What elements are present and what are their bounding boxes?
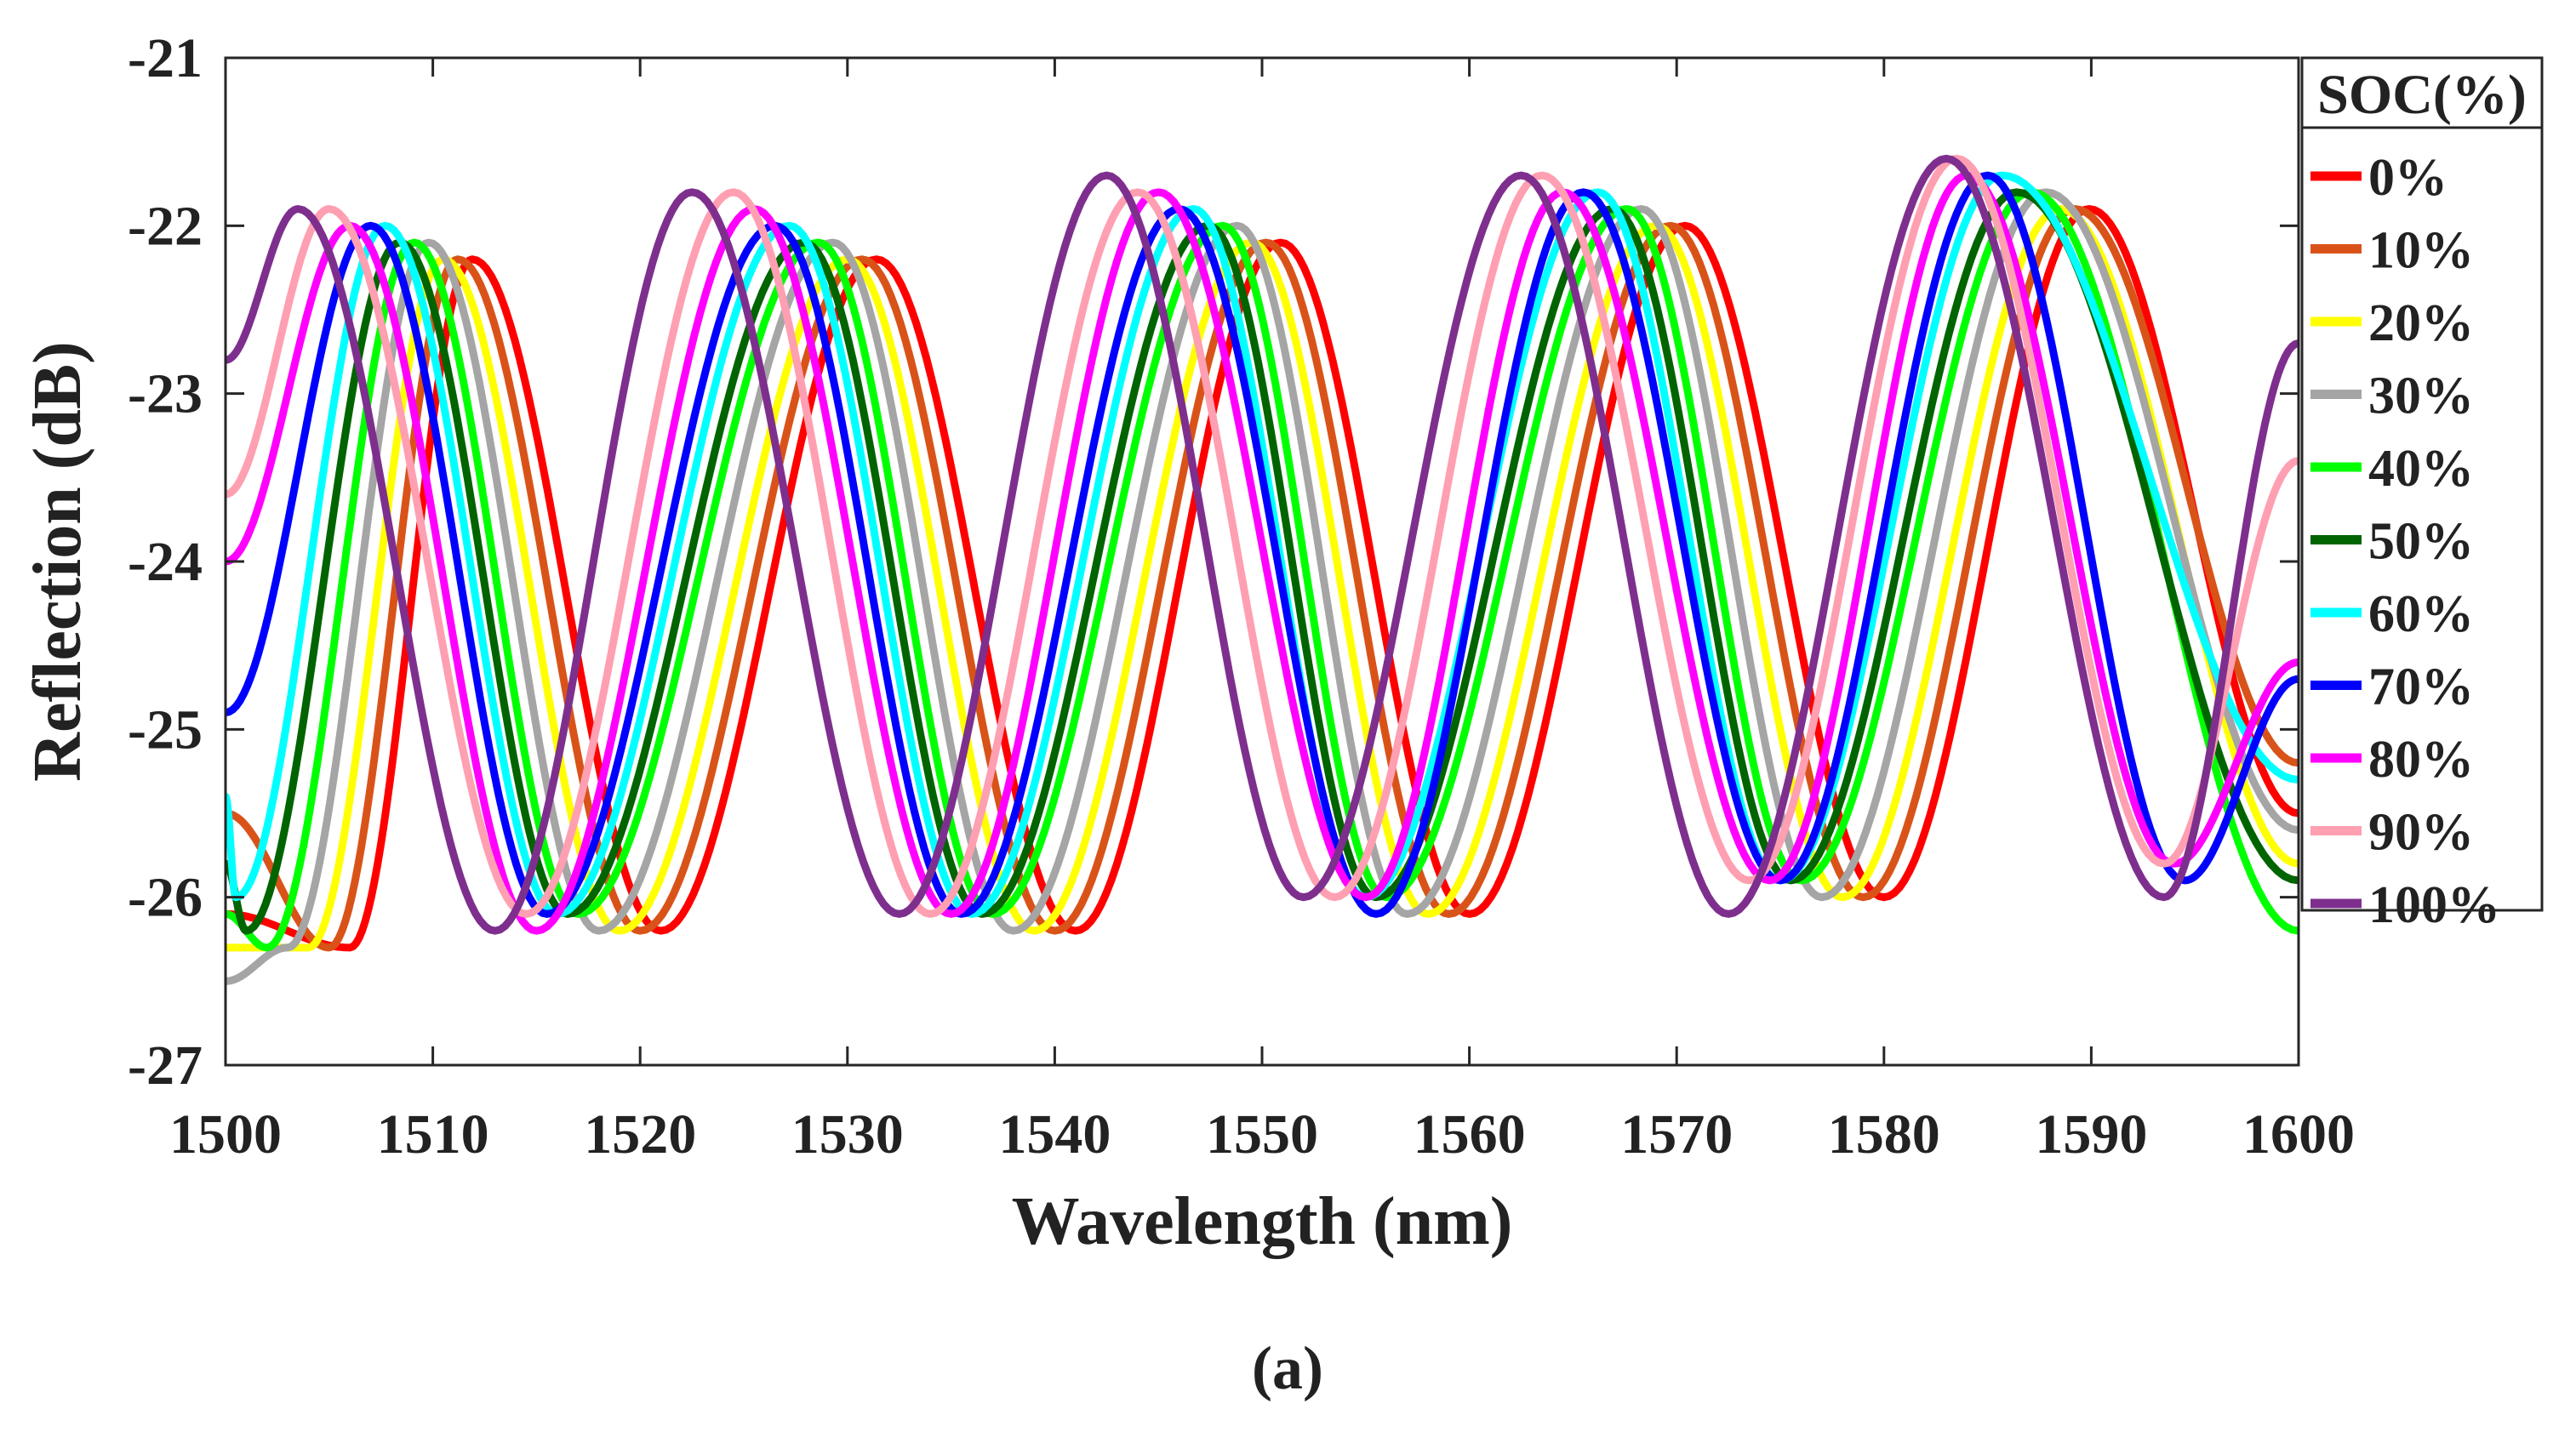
y-tick-label: -27 (128, 1034, 203, 1097)
x-axis-title: Wavelength (nm) (1012, 1184, 1513, 1259)
x-tick-label: 1550 (1206, 1103, 1318, 1166)
tick-marks (224, 56, 2300, 1067)
legend-label: 80% (2368, 731, 2474, 789)
legend-title: SOC(%) (2317, 64, 2527, 126)
series-line-0-pct (226, 205, 2299, 952)
series-line-80-pct (226, 171, 2299, 935)
x-tick-label: 1510 (377, 1103, 489, 1166)
y-tick-label: -23 (128, 363, 203, 425)
x-tick-label: 1540 (998, 1103, 1111, 1166)
x-tick-label: 1580 (1828, 1103, 1940, 1166)
y-tick-label: -21 (128, 27, 203, 89)
y-tick-label: -22 (128, 195, 203, 257)
y-tick-label: -24 (128, 531, 203, 593)
legend-label: 40% (2368, 440, 2474, 498)
legend-label: 90% (2368, 804, 2474, 862)
x-tick-label: 1500 (169, 1103, 282, 1166)
series-line-90-pct (226, 154, 2299, 918)
x-tick-label: 1590 (2035, 1103, 2147, 1166)
series-line-100-pct (226, 154, 2299, 935)
legend-label: 20% (2368, 294, 2474, 352)
legend-label: 10% (2368, 222, 2474, 280)
series-line-70-pct (226, 171, 2299, 918)
y-tick-label: -25 (128, 698, 203, 761)
y-axis-title: Reflection (dB) (20, 341, 95, 782)
x-tick-label: 1560 (1414, 1103, 1526, 1166)
legend-box (2300, 56, 2544, 912)
y-tick-label: -26 (128, 867, 203, 929)
legend: SOC(%) 0% 10% 20% 30% 40% 50% 60% 70% 80% 90% 100% (2300, 56, 2544, 934)
x-tick-label: 1530 (791, 1103, 904, 1166)
legend-label: 30% (2368, 368, 2474, 425)
plot-area (224, 56, 2300, 1067)
legend-label: 70% (2368, 658, 2474, 716)
legend-label: 100% (2368, 876, 2500, 934)
x-tick-label: 1570 (1620, 1103, 1733, 1166)
x-tick-labels: 1500 1510 1520 1530 1540 1550 1560 1570 1580 1590… (169, 1103, 2355, 1166)
legend-label: 60% (2368, 585, 2474, 643)
series-layer (226, 154, 2299, 985)
figure-caption: (a) (1252, 1334, 1323, 1402)
legend-entries: 0% 10% 20% 30% 40% 50% 60% 70% 80% 90% 100% (2310, 149, 2500, 934)
y-tick-labels: -21 -22 -23 -24 -25 -26 -27 (128, 27, 203, 1097)
x-tick-label: 1520 (584, 1103, 696, 1166)
legend-label: 0% (2368, 149, 2447, 207)
legend-label: 50% (2368, 513, 2474, 571)
x-tick-label: 1600 (2242, 1103, 2355, 1166)
